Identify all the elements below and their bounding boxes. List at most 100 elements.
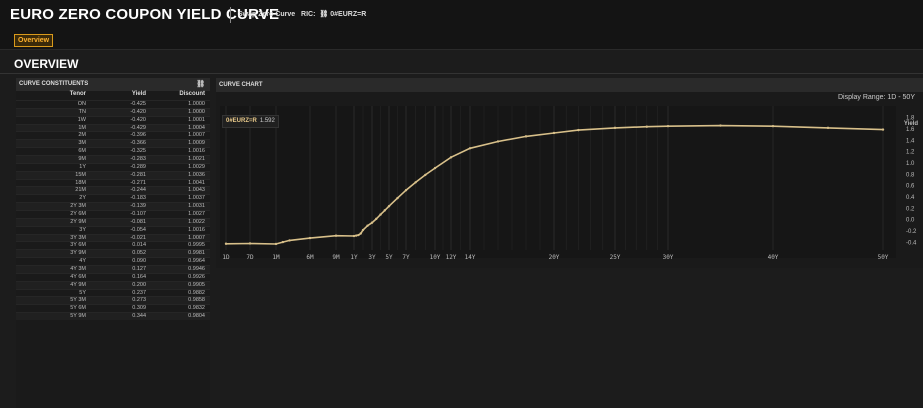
- empty-area: [216, 268, 923, 408]
- column-header-yield[interactable]: Yield: [131, 91, 146, 97]
- cell-discount: 1.0016: [188, 226, 205, 233]
- cell-yield: -0.244: [130, 187, 146, 194]
- display-range-label[interactable]: Display Range: 1D - 50Y: [837, 94, 915, 101]
- y-tick-label: 1.4: [906, 138, 915, 144]
- column-header-discount[interactable]: Discount: [179, 91, 205, 97]
- table-row[interactable]: 2Y 6M -0.107 1.0027: [16, 210, 210, 218]
- data-point: [719, 124, 722, 127]
- table-row[interactable]: 4Y 0.090 0.9964: [16, 257, 210, 265]
- table-row[interactable]: 15M -0.281 1.0036: [16, 170, 210, 179]
- legend-series-value: 1.592: [259, 118, 275, 124]
- subtitle: Swap Zero Curve RIC: ⛓ 0#EURZ=R: [238, 10, 366, 18]
- table-row[interactable]: 5Y 6M 0.309 0.9832: [16, 304, 210, 312]
- data-point: [370, 221, 374, 224]
- data-point: [645, 125, 648, 128]
- table-body: ON -0.425 1.0000 TN -0.420 1.0000 1W -0.420 1.00…: [16, 100, 210, 321]
- data-point: [524, 135, 528, 138]
- table-row[interactable]: 1Y -0.289 1.0029: [16, 162, 210, 171]
- chain-icon[interactable]: ⛓: [319, 11, 329, 18]
- data-point: [361, 228, 365, 232]
- cell-tenor: 3M: [78, 140, 86, 147]
- cell-yield: 0.127: [132, 266, 146, 273]
- cell-tenor: 2M: [78, 132, 86, 139]
- cell-yield: 0.200: [132, 281, 146, 288]
- divider: [0, 73, 923, 74]
- data-point: [577, 128, 580, 132]
- cell-tenor: 1Y: [79, 163, 86, 170]
- table-row[interactable]: 4Y 9M 0.200 0.9905: [16, 280, 210, 289]
- table-row[interactable]: 3Y 3M -0.021 1.0007: [16, 233, 210, 242]
- x-tick-label: 50Y: [878, 254, 889, 261]
- data-point: [224, 242, 228, 245]
- table-row[interactable]: 5Y 3M 0.273 0.9858: [16, 296, 210, 305]
- table-row[interactable]: 2Y 9M -0.081 1.0022: [16, 217, 210, 226]
- x-tick-label: 12Y: [446, 254, 457, 261]
- cell-tenor: 21M: [75, 187, 86, 194]
- cell-discount: 1.0000: [188, 101, 205, 107]
- table-row[interactable]: ON -0.425 1.0000: [16, 100, 210, 108]
- cell-discount: 0.9981: [188, 250, 205, 257]
- cell-yield: -0.289: [130, 163, 146, 170]
- table-row[interactable]: 2Y 3M -0.139 1.0031: [16, 202, 210, 211]
- cell-yield: 0.014: [132, 242, 146, 249]
- cell-discount: 1.0000: [188, 108, 205, 115]
- table-row[interactable]: 6M -0.325 1.0016: [16, 147, 210, 155]
- panel-title: CURVE CHART: [219, 82, 263, 88]
- y-tick-label: 0.0: [906, 218, 915, 224]
- table-row[interactable]: 3Y -0.054 1.0016: [16, 225, 210, 234]
- tab-overview[interactable]: Overview: [14, 34, 54, 47]
- table-row[interactable]: 9M -0.283 1.0021: [16, 155, 210, 163]
- cell-yield: -0.139: [130, 203, 146, 210]
- table-row[interactable]: 3Y 9M 0.052 0.9981: [16, 249, 210, 258]
- table-row[interactable]: 2M -0.396 1.0007: [16, 131, 210, 139]
- table-row[interactable]: 2Y -0.183 1.0037: [16, 194, 210, 202]
- cell-tenor: 4Y 6M: [70, 273, 86, 280]
- x-tick-label: 10Y: [430, 254, 441, 261]
- data-point: [449, 156, 453, 159]
- x-tick-label: 7D: [246, 254, 254, 261]
- data-point: [433, 166, 437, 170]
- table-row[interactable]: 4Y 3M 0.127 0.9946: [16, 265, 210, 273]
- cell-discount: 0.9905: [188, 281, 205, 288]
- cell-tenor: 9M: [78, 156, 86, 163]
- table-row[interactable]: 5Y 0.237 0.9882: [16, 288, 210, 297]
- data-point: [248, 242, 252, 245]
- panel-header: CURVE CHART: [216, 78, 923, 92]
- table-row[interactable]: 3Y 6M 0.014 0.9995: [16, 241, 210, 249]
- cell-discount: 1.0009: [188, 140, 205, 147]
- cell-tenor: 3Y: [79, 226, 86, 233]
- column-header-tenor[interactable]: Tenor: [69, 91, 86, 97]
- x-tick-label: 1M: [272, 254, 280, 261]
- table-row[interactable]: TN -0.420 1.0000: [16, 107, 210, 116]
- cell-tenor: ON: [77, 101, 86, 107]
- table-row[interactable]: 3M -0.366 1.0009: [16, 139, 210, 148]
- y-tick-label: 0.8: [906, 172, 915, 178]
- cell-tenor: 2Y: [79, 195, 86, 202]
- cell-discount: 1.0007: [188, 234, 205, 241]
- panel-header: CURVE CONSTITUENTS ⛓: [16, 78, 210, 91]
- ric-value[interactable]: 0#EURZ=R: [330, 11, 367, 18]
- x-tick-label: 14Y: [465, 254, 476, 261]
- data-point: [357, 233, 360, 237]
- table-row[interactable]: 5Y 9M 0.344 0.9804: [16, 312, 210, 321]
- table-row[interactable]: 21M -0.244 1.0043: [16, 186, 210, 195]
- cell-discount: 1.0029: [188, 163, 205, 170]
- popout-icon[interactable]: ⛓: [196, 81, 205, 88]
- cell-yield: -0.429: [130, 124, 146, 131]
- y-tick-label: 1.8: [906, 116, 915, 122]
- cell-tenor: 5Y 6M: [70, 305, 86, 312]
- table-row[interactable]: 4Y 6M 0.164 0.9926: [16, 272, 210, 281]
- cell-tenor: TN: [78, 108, 86, 115]
- yield-curve-chart[interactable]: 1D 7D 1M 6M 9M 1Y 3Y 5Y 7Y 10Y 12Y 14Y 20Y 25Y 30Y 40Y 5…: [216, 78, 923, 268]
- cell-discount: 0.9832: [188, 305, 205, 312]
- cell-yield: -0.420: [130, 108, 146, 115]
- cell-discount: 1.0022: [188, 218, 205, 225]
- subtitle-prefix: Swap Zero Curve: [238, 11, 296, 18]
- table-row[interactable]: 18M -0.271 1.0041: [16, 178, 210, 187]
- curve-constituents-panel: CURVE CONSTITUENTS ⛓ Tenor Yield Discoun…: [16, 78, 210, 408]
- data-point: [881, 128, 885, 131]
- table-row[interactable]: 1W -0.420 1.0001: [16, 115, 210, 124]
- cell-discount: 1.0041: [188, 179, 205, 186]
- table-row[interactable]: 1M -0.429 1.0004: [16, 123, 210, 132]
- tab-bar: [0, 30, 923, 50]
